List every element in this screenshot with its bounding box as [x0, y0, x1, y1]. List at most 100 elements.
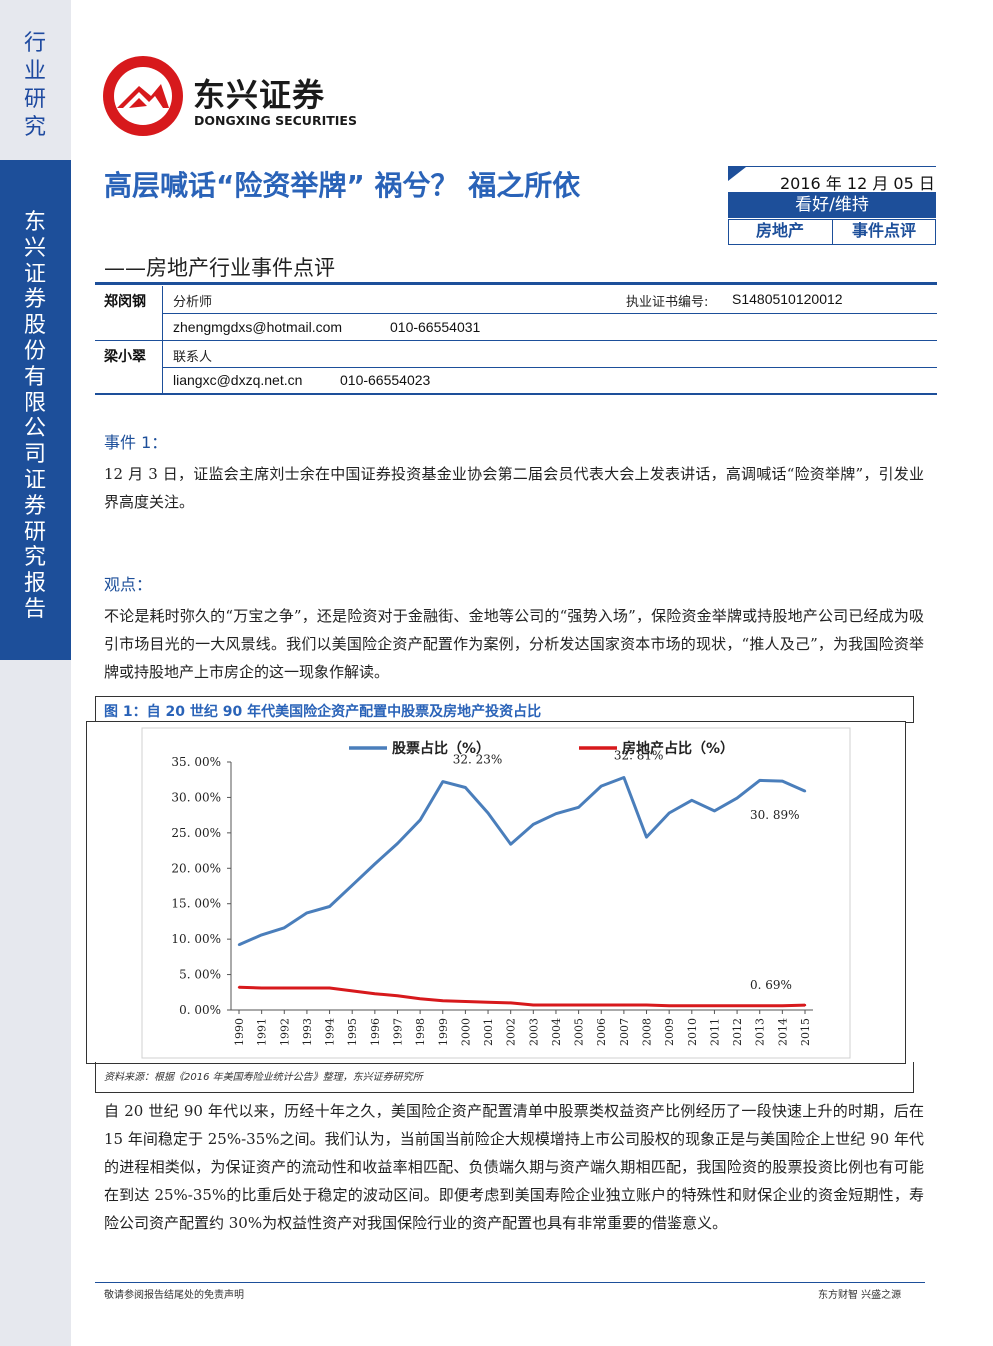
- x-tick-label: 2012: [731, 1018, 744, 1046]
- data-point: [396, 994, 399, 998]
- date-corner-mark: [728, 167, 746, 181]
- sidebar-company-panel: [0, 160, 71, 660]
- cert-label: 执业证书编号:: [626, 295, 709, 310]
- data-point: [713, 809, 716, 813]
- y-tick-label: 20. 00%: [171, 861, 221, 875]
- y-tick-label: 25. 00%: [171, 826, 221, 840]
- x-tick-label: 1996: [369, 1018, 382, 1046]
- data-point: [758, 779, 761, 782]
- data-point: [554, 812, 558, 815]
- data-point: [305, 986, 309, 990]
- data-point: [781, 1004, 784, 1007]
- legend-label: 股票占比（%）: [392, 740, 490, 757]
- data-point: [260, 986, 263, 990]
- x-tick-label: 2010: [686, 1018, 699, 1046]
- x-tick-label: 2002: [505, 1018, 518, 1046]
- source-box: [95, 1062, 914, 1093]
- contact-email[interactable]: liangxc@dxzq.net.cn: [173, 372, 303, 388]
- data-point: [667, 1004, 671, 1007]
- data-point: [690, 1004, 693, 1007]
- data-point: [735, 796, 739, 800]
- analyst-row-rule: [162, 367, 937, 368]
- sidebar-category-label: 行业研究: [23, 31, 46, 140]
- y-tick-label: 10. 00%: [171, 932, 221, 946]
- data-point: [509, 842, 512, 846]
- y-tick-label: 30. 00%: [171, 790, 221, 804]
- data-point: [328, 986, 331, 990]
- report-date: 2016 年 12 月 05 日: [780, 174, 935, 193]
- y-tick-label: 5. 00%: [179, 968, 221, 982]
- x-tick-label: 1995: [346, 1018, 359, 1046]
- footer-rule: [95, 1282, 925, 1283]
- data-label: 30. 89%: [750, 808, 800, 822]
- tag-divider: [832, 219, 833, 245]
- sidebar-top-panel: [0, 0, 71, 160]
- x-tick-label: 2000: [459, 1018, 472, 1046]
- data-point: [441, 780, 444, 783]
- series-line-1: [238, 985, 806, 1008]
- data-point: [351, 989, 354, 993]
- data-point: [554, 1003, 558, 1007]
- contact-phone: 010-66554023: [340, 372, 431, 388]
- legend-label: 房地产占比（%）: [622, 740, 734, 757]
- data-point: [667, 811, 671, 815]
- x-tick-label: 2008: [641, 1018, 654, 1046]
- report-title: 高层喊话“险资举牌” 祸兮？ 福之所依: [104, 169, 581, 202]
- data-point: [713, 1004, 716, 1007]
- data-label: 0. 69%: [750, 978, 792, 992]
- x-tick-label: 2003: [527, 1018, 540, 1046]
- x-tick-label: 1990: [233, 1018, 246, 1046]
- date-rule: [728, 166, 936, 167]
- x-tick-label: 2006: [595, 1018, 608, 1046]
- x-tick-label: 2004: [550, 1018, 563, 1046]
- x-tick-label: 2011: [708, 1018, 721, 1046]
- company-name-cn: 东兴证券: [193, 76, 326, 114]
- chart-plot-border: [141, 727, 851, 1059]
- data-point: [464, 786, 467, 789]
- contact-role: 联系人: [173, 350, 213, 365]
- analyst-email[interactable]: zhengmgdxs@hotmail.com: [173, 319, 343, 335]
- view-paragraph: 不论是耗时弥久的“万宝之争”，还是险资对于金融街、金地等公司的“强势入场”，保险…: [104, 607, 924, 681]
- x-tick-label: 2001: [482, 1018, 495, 1046]
- series-line-0: [238, 776, 806, 947]
- data-point: [645, 835, 648, 839]
- x-tick-label: 2005: [573, 1018, 586, 1046]
- figure-heading: 图 1：自 20 世纪 90 年代美国险企资产配置中股票及房地产投资占比: [104, 704, 542, 720]
- line-chart: 35. 00% 30. 00% 25. 00% 20. 00% 15. 00% 10. 0…: [141, 727, 851, 1059]
- company-name-en: DONGXING SECURITIES: [194, 113, 357, 128]
- x-tick-label: 1993: [301, 1018, 314, 1046]
- view-heading: 观点：: [104, 575, 153, 594]
- data-point: [509, 1001, 512, 1005]
- chart-frame: 35. 00% 30. 00% 25. 00% 20. 00% 15. 00% 10. 0…: [86, 721, 906, 1064]
- data-point: [373, 992, 377, 995]
- data-point: [237, 943, 241, 947]
- x-tick-label: 2014: [776, 1018, 789, 1046]
- data-point: [758, 1004, 761, 1007]
- data-point: [803, 789, 807, 793]
- x-tick-label: 1992: [278, 1018, 291, 1046]
- data-point: [532, 823, 535, 826]
- data-point: [373, 862, 377, 866]
- data-point: [283, 986, 286, 990]
- event-heading: 事件 1：: [104, 433, 168, 452]
- data-point: [396, 842, 399, 845]
- x-tick-label: 1999: [437, 1018, 450, 1046]
- analyst-table-top-rule: [95, 282, 937, 285]
- data-point: [803, 1003, 807, 1007]
- report-subtitle: ——房地产行业事件点评: [104, 256, 335, 280]
- analyst-phone: 010-66554031: [390, 319, 481, 335]
- footer-disclaimer: 敬请参阅报告结尾处的免责声明: [104, 1290, 244, 1301]
- data-label: 32. 23%: [453, 753, 503, 767]
- company-logo-icon: [103, 56, 183, 136]
- x-tick-label: 2007: [618, 1018, 631, 1046]
- y-tick-label: 0. 00%: [179, 1003, 221, 1017]
- cert-number: S1480510120012: [732, 291, 843, 307]
- analyst-row-rule: [95, 340, 937, 341]
- data-point: [600, 784, 603, 788]
- x-tick-label: 1998: [414, 1018, 427, 1046]
- data-point: [441, 999, 444, 1002]
- data-point: [464, 1000, 467, 1003]
- y-tick-label: 35. 00%: [171, 755, 221, 769]
- data-point: [351, 884, 354, 887]
- x-tick-label: 2013: [754, 1018, 767, 1046]
